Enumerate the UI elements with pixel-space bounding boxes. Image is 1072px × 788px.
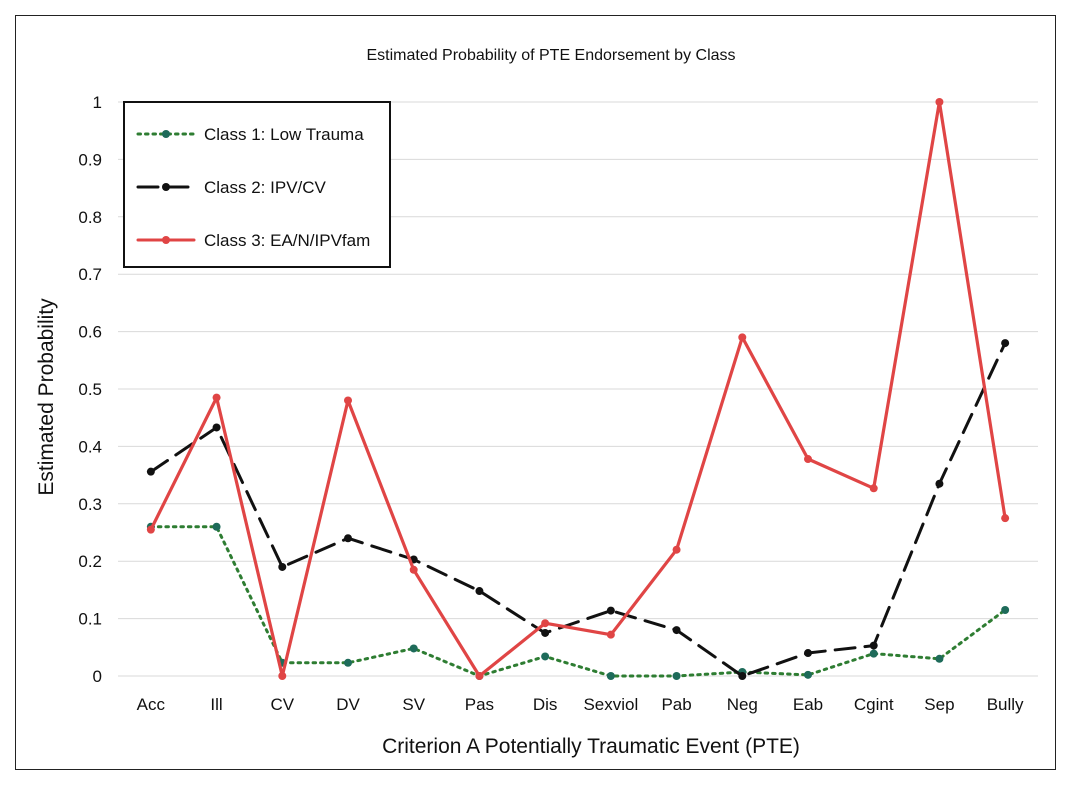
data-point (606, 606, 615, 615)
data-point (935, 98, 944, 106)
x-tick-label: Dis (533, 695, 558, 714)
data-point (869, 641, 878, 650)
data-point (146, 467, 155, 476)
y-tick-label: 0.1 (78, 610, 102, 629)
x-tick-label: CV (270, 695, 294, 714)
data-point (738, 672, 747, 680)
data-point (475, 672, 484, 680)
data-point (212, 393, 221, 402)
data-point (1001, 514, 1010, 523)
x-tick-label: Acc (137, 695, 166, 714)
series-3 (146, 98, 1010, 680)
x-tick-label: Sexviol (583, 695, 638, 714)
x-tick-label: Eab (793, 695, 823, 714)
y-tick-label: 0 (93, 667, 102, 686)
data-point (1001, 605, 1010, 614)
legend-swatch-marker (162, 236, 170, 244)
x-tick-label: Ill (210, 695, 222, 714)
x-tick-label: DV (336, 695, 360, 714)
series-group (146, 98, 1010, 680)
y-axis-label: Estimated Probability (35, 298, 58, 496)
x-tick-label: Sep (924, 695, 954, 714)
data-point (541, 619, 550, 628)
x-tick-label: Bully (987, 695, 1024, 714)
data-point (146, 525, 155, 534)
x-tick-label: Pas (465, 695, 494, 714)
y-tick-label: 0.2 (78, 552, 102, 571)
data-point (606, 672, 615, 680)
x-axis-label: Criterion A Potentially Traumatic Event … (382, 735, 800, 758)
series-line (149, 341, 1007, 678)
data-point (869, 484, 878, 493)
y-tick-label: 0.4 (78, 437, 102, 456)
series-line (149, 525, 1007, 678)
data-point (409, 565, 418, 574)
data-point (672, 672, 681, 680)
y-tick-label: 0.6 (78, 323, 102, 342)
data-point (475, 587, 484, 596)
data-point (869, 649, 878, 658)
y-tick-label: 0.7 (78, 265, 102, 284)
y-tick-label: 0.5 (78, 380, 102, 399)
data-point (344, 534, 352, 543)
data-point (804, 649, 812, 658)
legend-swatch-marker (162, 130, 170, 138)
x-tick-label: SV (402, 695, 425, 714)
x-tick-label: Neg (727, 695, 758, 714)
y-tick-label: 0.3 (78, 495, 102, 514)
data-point (278, 562, 287, 571)
legend-label: Class 3: EA/N/IPVfam (204, 231, 370, 250)
data-point (541, 652, 550, 661)
y-tick-label: 0.9 (78, 150, 102, 169)
data-point (738, 333, 747, 342)
data-point (409, 644, 418, 653)
data-point (344, 658, 352, 667)
line-chart: Estimated Probability of PTE Endorsement… (35, 47, 1038, 758)
legend-label: Class 2: IPV/CV (204, 178, 327, 197)
data-point (804, 455, 812, 464)
y-tick-label: 0.8 (78, 208, 102, 227)
data-point (672, 626, 681, 635)
data-point (344, 396, 352, 405)
data-point (935, 479, 944, 488)
data-point (606, 630, 615, 639)
data-point (212, 522, 221, 531)
series-2 (146, 339, 1010, 680)
chart-title: Estimated Probability of PTE Endorsement… (366, 47, 735, 64)
data-point (1001, 339, 1010, 348)
series-line (149, 100, 1007, 678)
legend: Class 1: Low Trauma Class 2: IPV/CV Class … (123, 101, 391, 268)
data-point (278, 672, 287, 680)
x-tick-label: Pab (661, 695, 691, 714)
data-point (672, 545, 681, 554)
data-point (212, 423, 221, 432)
x-tick-labels: Acc Ill CV DV SV Pas Dis Sexviol Pab Neg Eab Cgint S… (137, 695, 1024, 714)
legend-label: Class 1: Low Trauma (204, 125, 364, 144)
y-tick-labels: 0 0.1 0.2 0.3 0.4 0.5 0.6 0.7 0.8 0.9 1 (78, 93, 102, 686)
y-tick-label: 1 (93, 93, 102, 112)
x-tick-label: Cgint (854, 695, 894, 714)
legend-swatch-marker (162, 183, 170, 191)
data-point (541, 628, 550, 637)
data-point (935, 654, 944, 663)
chart-frame: Estimated Probability of PTE Endorsement… (15, 15, 1056, 770)
data-point (804, 670, 812, 679)
